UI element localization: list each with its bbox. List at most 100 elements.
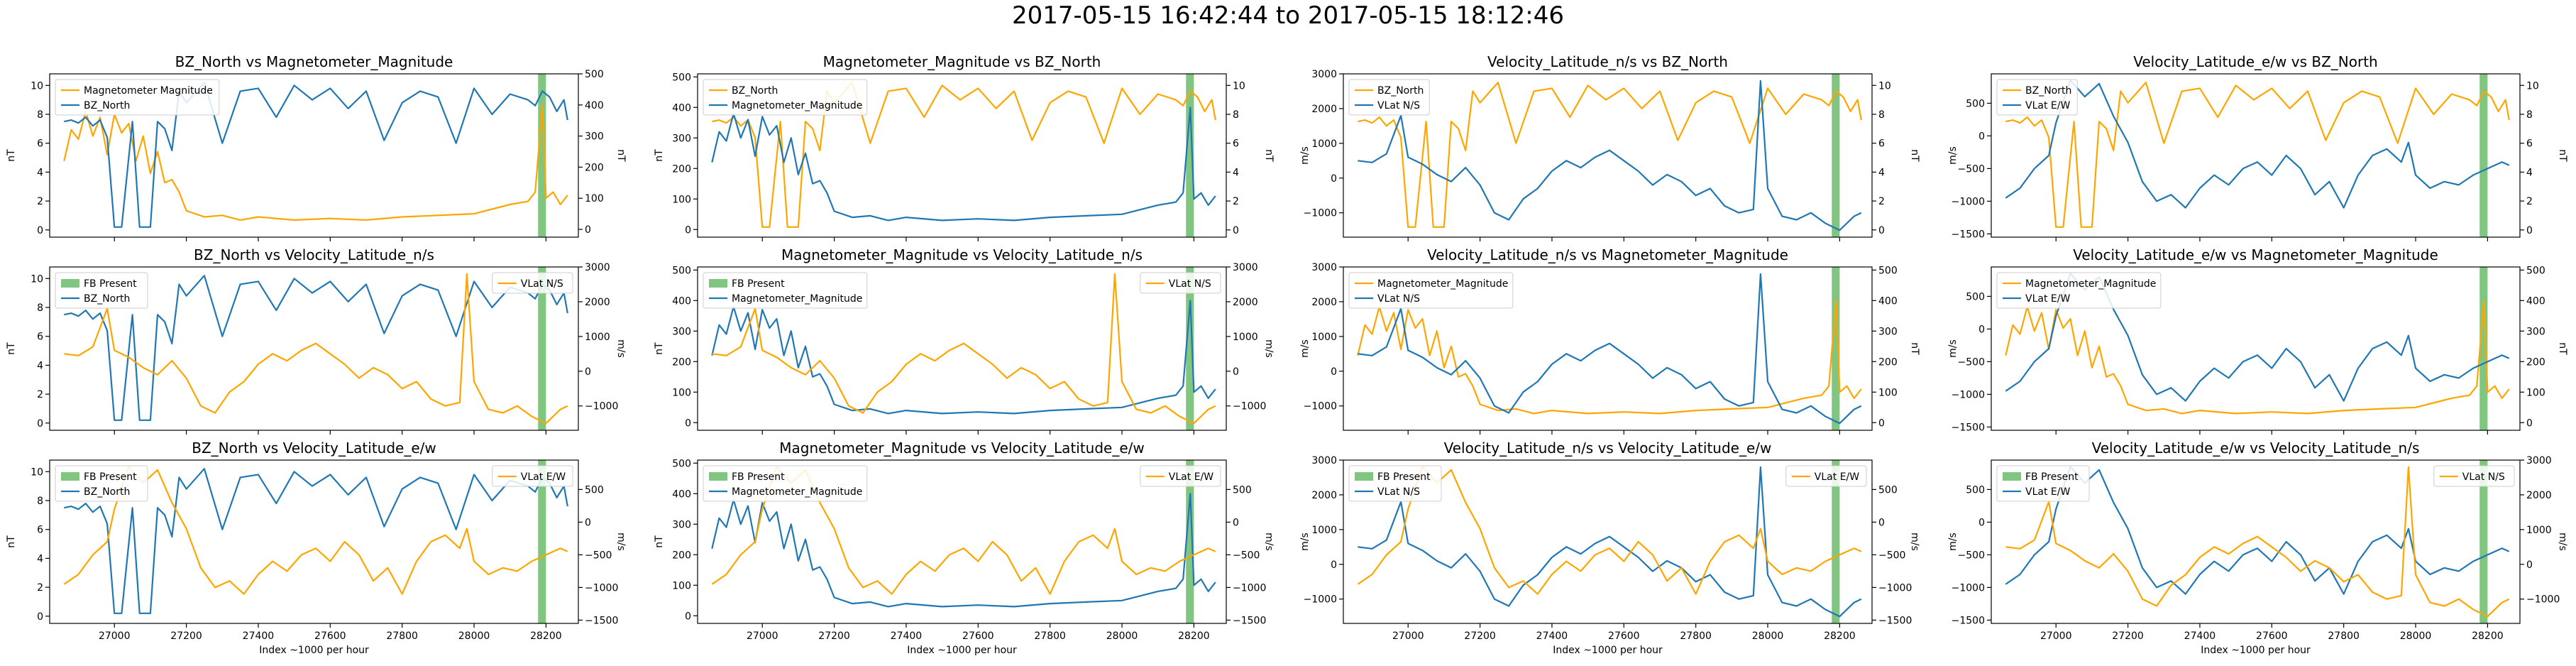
- legend-right: VLat N/S: [492, 272, 573, 294]
- right-tick-label: 6: [2526, 138, 2533, 150]
- left-tick-label: 1000: [1311, 332, 1337, 343]
- left-axis-label: m/s: [1947, 146, 1959, 165]
- right-tick-label: 200: [2526, 356, 2545, 368]
- legend-right: VLat E/W: [1785, 465, 1867, 487]
- right-tick-label: 400: [2526, 295, 2545, 307]
- left-tick-label: −500: [1958, 550, 1985, 561]
- left-tick-label: 2: [37, 389, 43, 400]
- left-tick-label: 8: [37, 109, 43, 121]
- series-line: [2005, 82, 2510, 228]
- right-tick-label: −1000: [1233, 401, 1266, 413]
- fb-present-region: [2479, 267, 2488, 430]
- legend-entry: FB Present: [84, 278, 137, 290]
- right-tick-label: 0: [2526, 225, 2533, 236]
- right-tick-label: 1000: [585, 332, 610, 343]
- legend-left: Magnetometer_Magnitude VLat N/S: [1348, 272, 1514, 309]
- left-tick-label: 0: [37, 225, 43, 236]
- legend-entry: VLat E/W: [1169, 471, 1213, 483]
- chart-panel: −1500 −1000 −500 0 500 m/s 0 2 4 6 8 10 nT Velocity_L…: [1947, 53, 2568, 241]
- left-axis-label: nT: [654, 149, 665, 162]
- chart-panel: −1000 0 1000 2000 3000 m/s 0 100 200 300 400 500 nT V…: [1299, 246, 1920, 435]
- legend-entry: VLat N/S: [521, 278, 563, 290]
- right-tick-label: 8: [1878, 109, 1885, 121]
- left-tick-label: 0: [685, 611, 691, 622]
- x-tick-label: 27600: [314, 630, 346, 642]
- legend-entry: BZ_North: [1377, 85, 1424, 97]
- series-line: [1358, 82, 1862, 228]
- fb-present-region: [1186, 460, 1194, 623]
- left-tick-label: −1000: [1952, 196, 1985, 207]
- left-tick-label: 6: [37, 138, 43, 150]
- panel-title: BZ_North vs Velocity_Latitude_n/s: [194, 246, 434, 263]
- left-tick-label: 1000: [1311, 525, 1337, 536]
- x-tick-label: 28200: [530, 630, 562, 642]
- x-axis-label: Index ~1000 per hour: [2201, 645, 2311, 656]
- legend-entry: Magnetometer Magnitude: [84, 85, 213, 97]
- legend-entry: FB Present: [732, 278, 785, 290]
- left-tick-label: 300: [672, 326, 691, 337]
- panel-title: Magnetometer_Magnitude vs Velocity_Latit…: [779, 440, 1145, 457]
- right-tick-label: 0: [2526, 559, 2533, 571]
- legend-entry: VLat N/S: [1169, 278, 1211, 290]
- x-axis-label: Index ~1000 per hour: [259, 645, 369, 656]
- right-tick-label: 0: [585, 517, 591, 528]
- left-tick-label: 4: [37, 167, 43, 178]
- left-tick-label: 400: [672, 102, 691, 114]
- legend-swatch: [709, 472, 727, 481]
- legend-entry: Magnetometer_Magnitude: [732, 486, 862, 498]
- x-axis-label: Index ~1000 per hour: [1553, 645, 1663, 656]
- chart-panel: 0 2 4 6 8 10 nT 0 100 200 300 400 500 nT BZ_North vs M…: [6, 53, 627, 241]
- x-tick-label: 27000: [747, 630, 778, 642]
- left-axis-label: nT: [6, 535, 17, 548]
- right-tick-label: 10: [1878, 80, 1891, 92]
- left-tick-label: 400: [672, 488, 691, 500]
- left-tick-label: 200: [672, 356, 691, 368]
- right-tick-label: 10: [1233, 80, 1245, 92]
- left-tick-label: 0: [1331, 173, 1337, 185]
- left-tick-label: 500: [1966, 484, 1985, 496]
- right-tick-label: 200: [1878, 356, 1898, 368]
- right-tick-label: 3000: [1233, 262, 1258, 273]
- right-tick-label: −1500: [1233, 615, 1266, 626]
- legend-entry: FB Present: [84, 471, 137, 483]
- right-tick-label: −1000: [2526, 594, 2560, 606]
- left-tick-label: 500: [672, 265, 691, 276]
- x-tick-label: 27400: [891, 630, 923, 642]
- x-tick-label: 27400: [2184, 630, 2216, 642]
- left-axis-label: m/s: [1299, 533, 1311, 551]
- left-tick-label: 2: [37, 196, 43, 207]
- legend-entry: BZ_North: [84, 486, 130, 498]
- x-tick-label: 28000: [1752, 630, 1784, 642]
- left-tick-label: 4: [37, 553, 43, 564]
- left-tick-label: 3000: [1311, 455, 1337, 466]
- right-axis-label: m/s: [615, 533, 627, 551]
- right-tick-label: 200: [585, 162, 604, 173]
- left-tick-label: 100: [672, 387, 691, 398]
- legend-left: Magnetometer Magnitude BZ_North: [55, 79, 220, 116]
- x-tick-label: 27000: [99, 630, 131, 642]
- left-tick-label: 500: [672, 458, 691, 469]
- legend-left: Magnetometer_Magnitude VLat E/W: [1996, 272, 2162, 309]
- series-line: [2005, 300, 2510, 415]
- legend-entry: FB Present: [1377, 471, 1431, 483]
- left-tick-label: 500: [1966, 291, 1985, 302]
- right-tick-label: 2000: [2526, 490, 2552, 501]
- right-tick-label: 1000: [2526, 525, 2552, 536]
- x-tick-label: 27200: [818, 630, 850, 642]
- right-tick-label: 300: [2526, 326, 2545, 337]
- right-axis-label: nT: [615, 149, 627, 162]
- legend-entry: FB Present: [2025, 471, 2079, 483]
- right-axis-label: m/s: [2557, 533, 2568, 551]
- x-tick-label: 27600: [2256, 630, 2288, 642]
- fb-present-region: [538, 74, 546, 237]
- legend-entry: BZ_North: [84, 293, 130, 305]
- chart-panel: 0 2 4 6 8 10 nT −1000 0 1000 2000 3000 m/s BZ_North v…: [6, 246, 627, 435]
- left-tick-label: −500: [1958, 163, 1985, 175]
- series-line: [1357, 300, 1862, 415]
- legend-left: FB Present Magnetometer_Magnitude: [703, 272, 868, 309]
- chart-panel: 27000 27200 27400 27600 27800 28000 28200 Index…: [1299, 440, 1920, 656]
- left-tick-label: −1500: [1952, 229, 1985, 240]
- left-tick-label: 0: [37, 611, 43, 623]
- x-tick-label: 28000: [2400, 630, 2432, 642]
- series-line: [711, 493, 1216, 608]
